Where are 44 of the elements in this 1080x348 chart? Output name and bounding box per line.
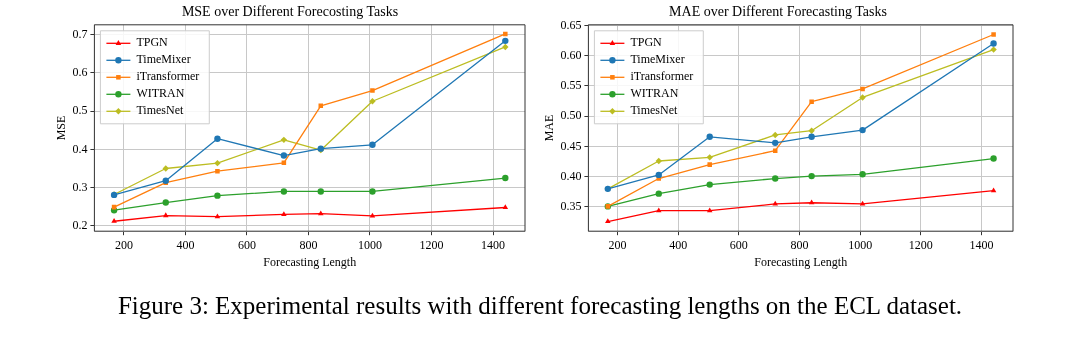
legend-label: TPGN	[136, 35, 169, 50]
y-tick-label: 0.3	[72, 179, 88, 194]
y-tick-label: 0.40	[560, 168, 582, 183]
legend-label: TimesNet	[630, 103, 678, 118]
y-tick-label: 0.2	[72, 218, 88, 233]
legend-label: iTransformer	[136, 69, 200, 84]
x-tick-label: 400	[176, 237, 195, 252]
x-axis-title: Forecasting Length	[754, 254, 848, 269]
y-axis-title: MSE	[54, 115, 69, 141]
y-tick-label: 0.50	[560, 108, 582, 123]
legend-label: TimeMixer	[136, 52, 191, 67]
legend-label: TPGN	[630, 35, 663, 50]
legend-label: TimesNet	[136, 103, 184, 118]
x-tick-label: 1400	[481, 237, 506, 252]
chart-title: MSE over Different Forecosting Tasks	[181, 4, 399, 20]
y-tick-label: 0.55	[560, 78, 582, 93]
y-tick-label: 0.7	[72, 26, 88, 41]
y-tick-label: 0.5	[72, 103, 88, 118]
x-tick-label: 800	[790, 237, 809, 252]
chart-title: MAE over Different Forecasting Tasks	[669, 4, 887, 20]
x-tick-label: 1200	[419, 237, 444, 252]
x-tick-label: 600	[237, 237, 256, 252]
y-tick-label: 0.6	[72, 65, 88, 80]
caption: Figure 3: Experimental results with different forecasting lengths on the ECL dataset.	[116, 292, 964, 320]
y-tick-label: 0.60	[560, 47, 582, 62]
y-tick-label: 0.4	[72, 141, 88, 156]
x-tick-label: 1000	[848, 237, 873, 252]
legend-label: TimeMixer	[630, 52, 685, 67]
legend-label: WITRAN	[136, 86, 185, 101]
y-tick-label: 0.45	[560, 138, 582, 153]
x-tick-label: 600	[729, 237, 748, 252]
x-tick-label: 1000	[357, 237, 382, 252]
x-tick-label: 200	[114, 237, 133, 252]
y-tick-label: 0.65	[560, 17, 582, 32]
x-tick-label: 400	[669, 237, 688, 252]
legend-label: WITRAN	[630, 86, 679, 101]
y-tick-label: 0.35	[560, 199, 582, 214]
y-axis-title: MAE	[542, 114, 557, 142]
x-tick-label: 800	[299, 237, 318, 252]
legend-label: iTransformer	[630, 69, 694, 84]
x-tick-label: 200	[608, 237, 627, 252]
x-axis-title: Forecasting Length	[263, 254, 357, 269]
x-tick-label: 1400	[969, 237, 994, 252]
x-tick-label: 1200	[908, 237, 933, 252]
